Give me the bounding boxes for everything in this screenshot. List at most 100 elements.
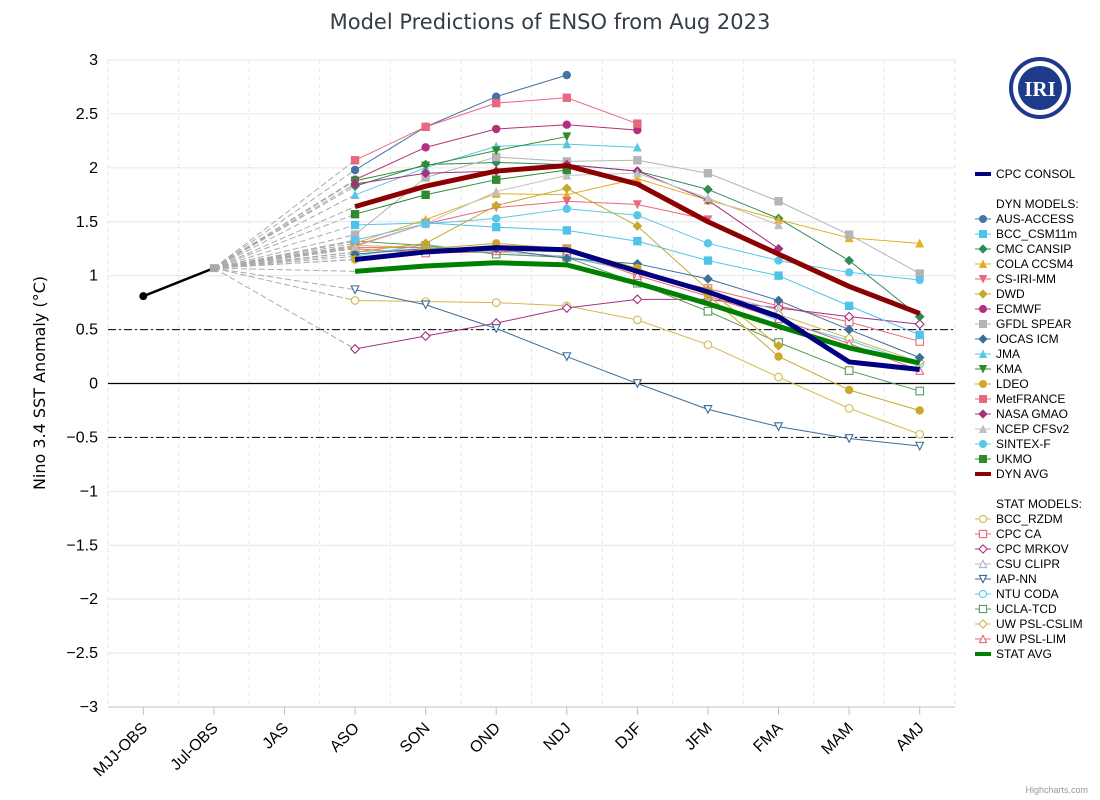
legend-item[interactable]: BCC_RZDM xyxy=(975,512,1063,526)
observed-line xyxy=(142,266,215,298)
legend-item[interactable]: CMC CANSIP xyxy=(975,242,1071,256)
data-point xyxy=(350,235,360,245)
legend-label: AUS-ACCESS xyxy=(996,212,1074,226)
data-point xyxy=(773,340,784,351)
data-point xyxy=(915,275,924,285)
legend-label: DWD xyxy=(996,287,1025,301)
data-point xyxy=(562,93,571,102)
data-point xyxy=(774,197,783,206)
legend-item[interactable]: UKMO xyxy=(975,452,1032,466)
legend-item[interactable]: NASA GMAO xyxy=(975,407,1068,421)
legend-label: MetFRANCE xyxy=(996,392,1065,406)
legend-item[interactable]: CPC MRKOV xyxy=(975,542,1069,556)
legend-item[interactable]: NCEP CFSv2 xyxy=(975,422,1069,436)
data-point xyxy=(633,315,642,325)
data-point xyxy=(492,214,501,223)
legend-item[interactable]: CPC CONSOL xyxy=(975,167,1076,181)
legend-item[interactable]: UCLA-TCD xyxy=(975,602,1057,616)
series-iap-nn[interactable] xyxy=(350,285,925,452)
legend-label: BCC_CSM11m xyxy=(996,227,1077,241)
forecast-connector xyxy=(213,183,356,269)
legend-item[interactable]: IOCAS ICM xyxy=(975,332,1059,346)
legend-marker xyxy=(978,514,988,524)
legend-item[interactable]: STAT AVG xyxy=(975,647,1052,661)
legend-label: KMA xyxy=(996,362,1022,376)
x-tick-label: JFM xyxy=(682,720,716,754)
y-tick-label: −2.5 xyxy=(66,645,98,662)
legend-item[interactable]: UW PSL-LIM xyxy=(975,632,1066,646)
legend-item[interactable]: UW PSL-CSLIM xyxy=(975,617,1083,631)
data-point xyxy=(561,183,572,194)
data-point xyxy=(844,301,854,311)
legend-marker xyxy=(979,214,988,223)
forecast-connector xyxy=(213,267,356,301)
y-tick-label: 2 xyxy=(89,160,98,177)
x-tick-label: MAM xyxy=(819,720,857,758)
legend-marker xyxy=(978,529,988,539)
y-tick-label: −1.5 xyxy=(66,537,98,554)
series-line xyxy=(354,245,920,372)
data-point xyxy=(844,324,854,335)
legend-item[interactable]: CS-IRI-MM xyxy=(975,272,1056,286)
data-point xyxy=(350,156,360,165)
series-metfrance[interactable] xyxy=(350,93,642,165)
series-bcc-rzdm[interactable] xyxy=(350,296,925,439)
y-axis-label: Nino 3.4 SST Anomaly (°C) xyxy=(30,276,49,490)
legend-group-header: STAT MODELS: xyxy=(996,497,1082,511)
legend-item[interactable]: ECMWF xyxy=(975,302,1041,316)
legend-marker xyxy=(978,634,988,644)
legend-marker xyxy=(978,604,988,614)
series-stat-avg[interactable] xyxy=(354,260,921,366)
x-tick-label: NDJ xyxy=(541,720,575,754)
data-point xyxy=(421,122,430,132)
legend-item[interactable]: MetFRANCE xyxy=(975,392,1065,406)
forecast-connector xyxy=(213,224,356,269)
data-point xyxy=(774,352,783,361)
series-ukmo[interactable] xyxy=(350,165,571,219)
legend-item[interactable]: COLA CCSM4 xyxy=(975,257,1074,271)
series-sintex-f[interactable] xyxy=(350,204,924,285)
series-dyn-avg[interactable] xyxy=(354,163,921,316)
y-tick-label: 1.5 xyxy=(76,214,98,231)
legend-item[interactable]: LDEO xyxy=(975,377,1029,391)
legend-item[interactable]: IAP-NN xyxy=(975,572,1037,586)
data-point xyxy=(562,204,571,214)
legend-item[interactable]: DYN AVG xyxy=(975,467,1048,481)
legend-item[interactable]: NTU CODA xyxy=(975,587,1059,601)
legend-marker xyxy=(978,244,988,254)
highcharts-credit[interactable]: Highcharts.com xyxy=(1025,785,1088,795)
forecast-connector xyxy=(213,194,356,269)
legend-item[interactable]: CSU CLIPR xyxy=(975,557,1060,571)
data-point xyxy=(491,200,502,211)
legend-item[interactable]: JMA xyxy=(975,347,1020,361)
data-point xyxy=(844,255,854,266)
legend-item[interactable]: BCC_CSM11m xyxy=(975,227,1077,241)
data-point xyxy=(492,175,501,184)
y-tick-label: 2.5 xyxy=(76,106,98,123)
legend-item[interactable]: DWD xyxy=(975,287,1025,301)
data-point xyxy=(492,98,501,108)
legend-item[interactable]: KMA xyxy=(975,362,1022,376)
legend-item[interactable]: SINTEX-F xyxy=(975,437,1051,451)
data-point xyxy=(632,294,643,305)
iri-logo: IRI xyxy=(1009,57,1071,119)
legend-item[interactable]: CPC CA xyxy=(975,527,1041,541)
data-point xyxy=(773,295,784,306)
legend-marker xyxy=(979,304,988,313)
legend-item[interactable]: AUS-ACCESS xyxy=(975,212,1074,226)
legend-label: UCLA-TCD xyxy=(996,602,1057,616)
y-tick-label: −3 xyxy=(80,699,98,716)
data-point xyxy=(703,405,713,415)
data-point xyxy=(703,256,713,265)
legend-group-header: DYN MODELS: xyxy=(996,197,1079,211)
legend-label: UW PSL-CSLIM xyxy=(996,617,1083,631)
obs-connectors xyxy=(139,159,356,350)
data-point xyxy=(421,161,431,171)
legend-item[interactable]: GFDL SPEAR xyxy=(975,317,1072,331)
legend-label: NTU CODA xyxy=(996,587,1059,601)
series-cpc-consol[interactable] xyxy=(354,245,920,372)
legend-label: COLA CCSM4 xyxy=(996,257,1074,271)
data-point xyxy=(421,143,430,152)
data-point xyxy=(350,296,360,305)
